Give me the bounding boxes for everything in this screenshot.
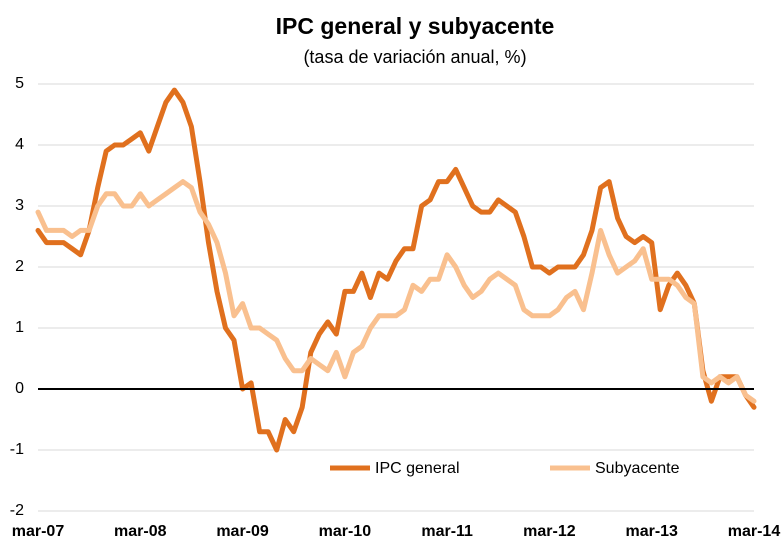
legend-label: IPC general [375, 460, 460, 477]
x-tick-label: mar-10 [319, 523, 372, 540]
x-tick-label: mar-12 [523, 523, 576, 540]
x-tick-label: mar-09 [216, 523, 269, 540]
y-tick-label: 5 [15, 75, 24, 92]
x-tick-label: mar-13 [625, 523, 678, 540]
y-tick-label: -2 [10, 502, 24, 519]
x-tick-label: mar-14 [728, 523, 781, 540]
chart-title: IPC general y subyacente [276, 13, 555, 39]
y-tick-label: 1 [15, 319, 24, 336]
x-tick-label: mar-11 [421, 523, 473, 540]
series-line [35, 87, 757, 453]
x-tick-label: mar-07 [12, 523, 65, 540]
y-tick-label: 4 [15, 136, 24, 153]
series-line [35, 179, 757, 404]
chart-subtitle: (tasa de variación anual, %) [303, 47, 526, 67]
y-tick-label: 3 [15, 197, 24, 214]
y-tick-label: 2 [15, 258, 24, 275]
y-tick-label: -1 [10, 441, 24, 458]
y-tick-label: 0 [15, 380, 24, 397]
x-tick-label: mar-08 [114, 523, 167, 540]
legend-label: Subyacente [595, 460, 680, 477]
